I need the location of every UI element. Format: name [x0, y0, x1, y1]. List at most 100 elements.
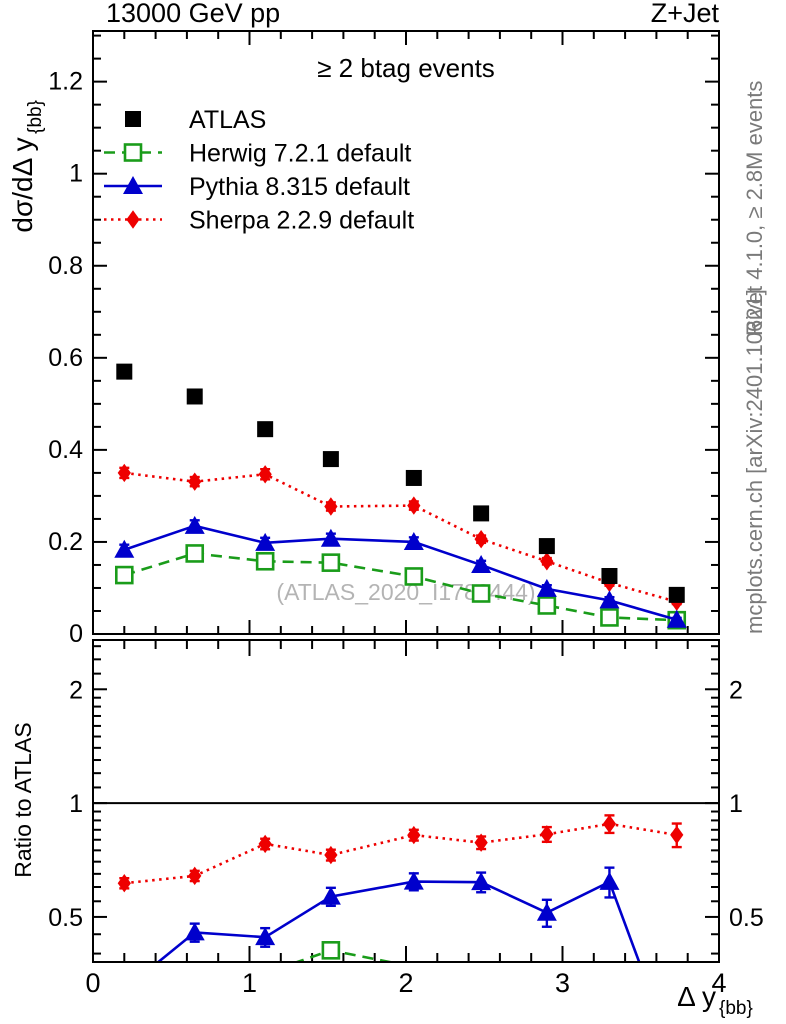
- marker-diamond-filled: [117, 874, 131, 893]
- x-axis-title: Δ y: [677, 981, 716, 1012]
- marker-square-open: [255, 551, 275, 571]
- marker-diamond-filled: [602, 814, 617, 834]
- marker-square-open: [321, 553, 341, 572]
- series-line: [124, 822, 677, 885]
- marker-triangle-filled: [184, 515, 205, 534]
- legend-entry[interactable]: ATLAS: [125, 106, 266, 134]
- marker-diamond-filled: [407, 825, 421, 845]
- ratio-panel-frame: [92, 639, 720, 963]
- marker-diamond-filled: [670, 825, 684, 845]
- marker-triangle-filled: [184, 922, 205, 941]
- x-tick-label: 2: [398, 968, 413, 998]
- ratio-series-sherpa: [117, 814, 684, 893]
- marker-triangle-filled: [403, 531, 424, 550]
- y-axis-title-text: dσ/dΔ y: [7, 137, 38, 232]
- legend-entry[interactable]: Pythia 8.315 default: [104, 173, 410, 201]
- marker-diamond-filled: [117, 463, 131, 483]
- marker-diamond-filled: [540, 552, 554, 571]
- marker-diamond-filled: [324, 497, 338, 516]
- y-axis-title-sub: {bb}: [25, 100, 46, 134]
- marker-square-open: [537, 596, 557, 615]
- y-tick-label-ratio: 1: [69, 790, 83, 818]
- y-tick-label-main: 1.2: [48, 68, 83, 96]
- legend-label: ATLAS: [189, 106, 266, 134]
- main-data-layer: (ATLAS_2020_I1788444): [114, 363, 687, 630]
- marker-square-filled: [538, 538, 555, 555]
- marker-square-filled: [473, 505, 490, 522]
- main-axis-ticks: 0 0.2 0.4 0.6 0.8 1 1.2: [48, 31, 720, 648]
- marker-diamond-filled: [188, 866, 202, 886]
- marker-diamond-filled: [188, 472, 202, 491]
- selection-label: ≥ 2 btag events: [317, 53, 495, 83]
- ratio-series-pythia: [157, 866, 641, 961]
- legend-label: Sherpa 2.2.9 default: [189, 207, 414, 235]
- process-label: Z+Jet: [651, 0, 720, 28]
- y-tick-label-main: 1: [69, 160, 83, 188]
- y-tick-label-main: 0.8: [48, 252, 83, 280]
- marker-square-filled: [186, 388, 203, 405]
- series-pythia: [114, 515, 687, 628]
- marker-diamond-filled: [126, 210, 140, 229]
- beam-energy-label: 13000 GeV pp: [106, 0, 280, 28]
- marker-diamond-filled: [324, 845, 338, 865]
- y-tick-label-ratio: 2: [69, 676, 83, 704]
- series-line: [157, 880, 641, 961]
- y-tick-label-ratio-right: 2: [729, 676, 743, 704]
- marker-triangle-filled: [114, 539, 135, 558]
- y-tick-label-main: 0.4: [48, 436, 83, 464]
- marker-triangle-filled: [403, 871, 424, 890]
- y-tick-label-main: 0.2: [48, 528, 83, 556]
- marker-square-open: [600, 608, 619, 627]
- x-tick-label: 1: [242, 968, 257, 998]
- ratio-axis-ticks: 0.5 0.5 1 1 2 2 0 1 2 3 4: [48, 640, 764, 998]
- marker-square-filled: [116, 363, 133, 380]
- marker-diamond-filled: [474, 529, 488, 549]
- marker-triangle-filled: [471, 554, 492, 573]
- marker-square-open: [123, 143, 143, 162]
- legend: ATLAS Herwig 7.2.1 default Pythia 8.315 de…: [104, 106, 414, 235]
- x-axis-title-sub: {bb}: [719, 998, 753, 1019]
- marker-square-filled: [257, 421, 274, 438]
- x-tick-label: 0: [85, 968, 100, 998]
- marker-triangle-filled: [320, 528, 341, 547]
- marker-diamond-filled: [540, 825, 554, 844]
- marker-triangle-filled: [255, 532, 276, 551]
- series-atlas: [116, 363, 685, 603]
- marker-square-filled: [125, 111, 141, 127]
- y-tick-label-ratio-right: 1: [729, 790, 743, 818]
- marker-triangle-filled: [599, 871, 620, 890]
- marker-triangle-filled: [536, 578, 557, 597]
- marker-square-open: [185, 544, 205, 563]
- y-axis-title-ratio: Ratio to ATLAS: [10, 722, 36, 878]
- legend-label: Pythia 8.315 default: [189, 173, 410, 201]
- marker-triangle-filled: [320, 886, 341, 905]
- y-tick-label-main: 0.6: [48, 344, 83, 372]
- legend-label: Herwig 7.2.1 default: [189, 140, 411, 168]
- marker-triangle-filled: [123, 176, 143, 194]
- marker-triangle-filled: [666, 609, 687, 628]
- marker-square-open: [404, 567, 424, 586]
- marker-diamond-filled: [474, 833, 488, 852]
- marker-square-open: [321, 941, 341, 960]
- x-tick-label: 3: [555, 968, 570, 998]
- main-panel-frame: [92, 30, 720, 635]
- y-axis-title-main: dσ/dΔ y {bb}: [7, 100, 46, 232]
- rivet-version-label: Rivet 4.1.0, ≥ 2.8M events: [742, 81, 767, 336]
- ratio-series-herwig: [296, 941, 392, 961]
- marker-diamond-filled: [407, 496, 421, 515]
- marker-triangle-filled: [471, 872, 492, 891]
- marker-triangle-filled: [599, 590, 620, 609]
- legend-entry[interactable]: Herwig 7.2.1 default: [104, 140, 411, 168]
- legend-entry[interactable]: Sherpa 2.2.9 default: [104, 207, 414, 235]
- marker-square-filled: [668, 586, 685, 603]
- y-tick-label-ratio-right: 0.5: [729, 904, 764, 932]
- marker-square-open: [471, 584, 491, 603]
- x-tick-label: 4: [711, 968, 726, 998]
- marker-triangle-filled: [255, 927, 276, 946]
- y-tick-label-ratio: 0.5: [48, 904, 83, 932]
- y-tick-label-main: 0: [69, 620, 83, 648]
- marker-square-filled: [601, 568, 618, 585]
- marker-triangle-filled: [536, 902, 557, 921]
